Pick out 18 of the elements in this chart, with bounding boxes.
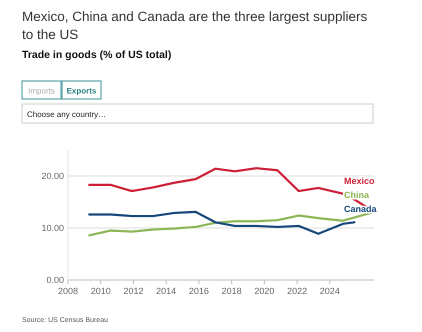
chart-title: Mexico, China and Canada are the three largest suppliers to the US	[22, 8, 368, 44]
text: Exports	[66, 86, 97, 96]
text: Choose any country…	[27, 110, 106, 119]
series-label: Mexico	[344, 176, 376, 186]
x-tick-label: 2016	[188, 286, 209, 296]
chart-subtitle: Trade in goods (% of US total)	[22, 49, 172, 61]
x-tick-label: 2024	[320, 286, 340, 296]
x-tick-label: 2022	[287, 286, 308, 296]
x-tick-label: 2014	[156, 286, 176, 296]
x-tick-label: 2012	[123, 286, 144, 296]
x-tick-label: 2018	[222, 286, 242, 296]
y-tick-label: 10.00	[41, 223, 64, 233]
x-tick-label: 2020	[254, 286, 274, 296]
y-tick-label: 20.00	[41, 171, 64, 181]
x-tick-label: 2010	[90, 286, 111, 296]
x-tick-label: 2008	[58, 286, 78, 296]
text: Imports	[28, 86, 55, 96]
y-tick-label: 0.00	[46, 275, 64, 285]
